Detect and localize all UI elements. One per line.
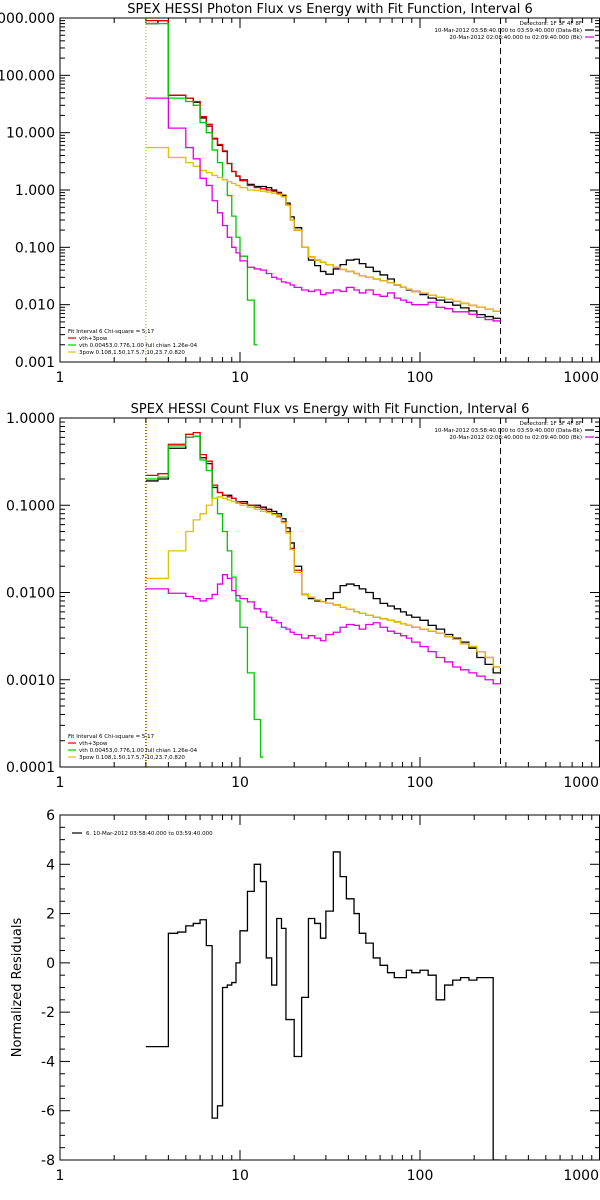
y-tick-label: 1.0000 — [6, 411, 55, 427]
y-tick-label: 0.0010 — [6, 673, 55, 689]
y-tick-label: 0.0001 — [6, 760, 55, 776]
y-tick-label: 0.100 — [15, 240, 55, 256]
legend-entry: Detectors: 1F 3F 4F 8F — [520, 421, 582, 427]
fit-legend-entry: 3pow 0.108,1.50,17.5,7.10,23.7,0.820 — [79, 755, 185, 761]
legend-entry: 6. 10-Mar-2012 03:58:40.000 to 03:59:40.… — [86, 831, 213, 837]
legend-entry: 20-Mar-2012 02:08:40.000 to 02:09:40.000… — [449, 435, 582, 441]
y-tick-label: -4 — [41, 1054, 55, 1070]
series-line — [145, 431, 501, 668]
y-tick-label: 0.1000 — [6, 498, 55, 514]
x-tick-label: 1000 — [563, 370, 599, 386]
x-tick-label: 1 — [56, 370, 65, 386]
series-line — [145, 496, 501, 668]
series-line — [145, 851, 501, 1160]
plot-frame — [59, 17, 600, 363]
x-tick-label: 100 — [407, 1168, 434, 1184]
y-tick-label: 4 — [46, 857, 55, 873]
plot-frame — [59, 417, 600, 768]
fit-legend-entry: 3pow 0.108,1.50,17.5,7.10,23.7,0.820 — [79, 350, 185, 356]
series-line — [145, 574, 501, 685]
fit-legend-entry: vth+3pow — [79, 336, 108, 342]
y-tick-label: -2 — [41, 1005, 55, 1021]
series-line — [145, 146, 501, 312]
y-tick-label: 2 — [46, 907, 55, 923]
fit-legend-entry: Fit Interval 6 Chi-square = 5.17 — [68, 329, 155, 335]
series-line — [145, 22, 258, 346]
y-tick-label: 0 — [46, 956, 55, 972]
count-flux-chart: SPEX HESSI Count Flux vs Energy with Fit… — [6, 402, 600, 791]
legend-entry: 10-Mar-2012 03:58:40.000 to 03:59:40.000… — [434, 28, 582, 34]
series-line — [145, 19, 501, 319]
series-line — [145, 97, 501, 322]
residuals-chart: Normalized Residuals 1 10 100 1000 -8 -6 -4 -2 0 2… — [10, 808, 600, 1184]
y-tick-label: -8 — [41, 1153, 55, 1169]
y-tick-label: 0.001 — [15, 355, 55, 371]
photon-flux-chart: SPEX HESSI Photon Flux vs Energy with Fi… — [0, 2, 600, 386]
y-tick-label: 0.0100 — [6, 586, 55, 602]
x-tick-label: 1000 — [563, 775, 599, 791]
y-tick-label: 6 — [46, 808, 55, 824]
y-axis-label: Normalized Residuals — [10, 918, 25, 1058]
chart-title: SPEX HESSI Photon Flux vs Energy with Fi… — [127, 2, 533, 17]
y-tick-label: 1.000 — [15, 183, 55, 199]
legend-entry: 20-Mar-2012 02:08:40.000 to 02:09:40.000… — [449, 35, 582, 41]
x-tick-label: 1 — [56, 1168, 65, 1184]
fit-legend-entry: vth+3pow — [79, 741, 108, 747]
y-tick-label: 1000.000 — [0, 11, 55, 27]
x-tick-label: 10 — [231, 370, 249, 386]
fit-legend-entry: Fit Interval 6 Chi-square = 5.17 — [68, 734, 155, 740]
y-tick-label: -6 — [41, 1104, 55, 1120]
fit-legend-entry: vth 0.00453,0.776,1.00 full chian 1.26e-… — [79, 343, 198, 349]
legend-entry: 10-Mar-2012 03:58:40.000 to 03:59:40.000… — [434, 428, 582, 434]
x-tick-label: 1 — [56, 775, 65, 791]
chart-title: SPEX HESSI Count Flux vs Energy with Fit… — [131, 402, 530, 417]
plot-frame — [59, 814, 600, 1161]
x-tick-label: 10 — [231, 775, 249, 791]
x-tick-label: 100 — [407, 775, 434, 791]
y-tick-label: 0.010 — [15, 298, 55, 314]
y-tick-label: 10.000 — [6, 126, 55, 142]
x-tick-label: 1000 — [563, 1168, 599, 1184]
x-tick-label: 10 — [231, 1168, 249, 1184]
fit-legend-entry: vth 0.00453,0.776,1.00 full chian 1.26e-… — [79, 748, 198, 754]
x-tick-label: 100 — [407, 370, 434, 386]
legend-entry: Detectors: 1F 3F 4F 8F — [520, 21, 582, 27]
series-line — [145, 435, 264, 758]
y-tick-label: 100.000 — [0, 68, 55, 84]
